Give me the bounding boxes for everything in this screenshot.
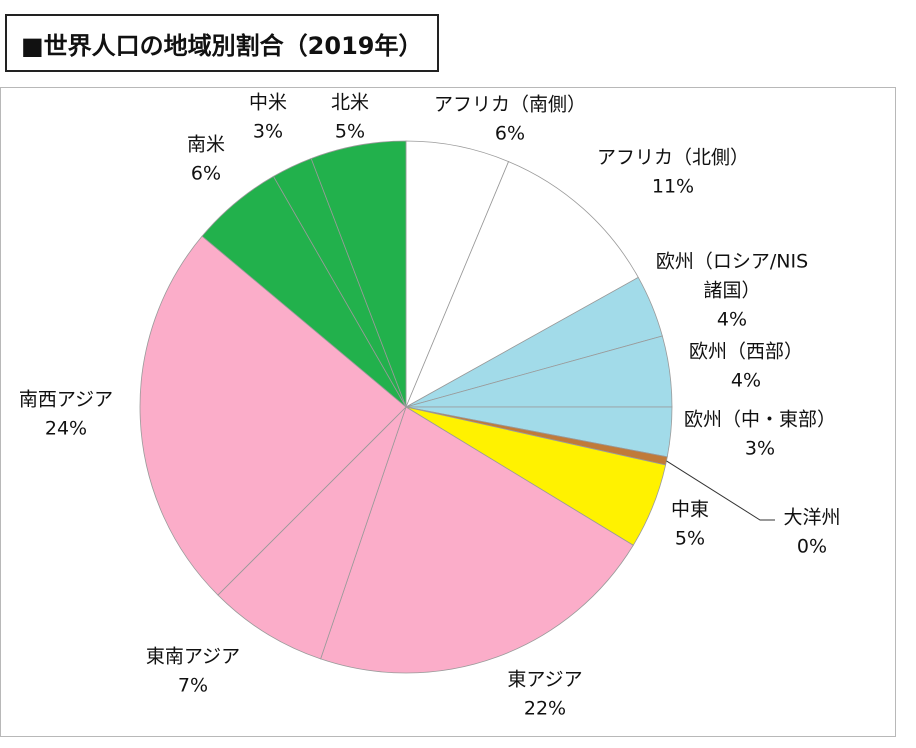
pie-slice-7 <box>320 406 634 674</box>
pie-slice-1 <box>405 161 639 408</box>
pie-slice-9 <box>139 235 407 596</box>
slice-name-label: 南西アジア <box>19 389 113 411</box>
pie-slices <box>139 140 673 674</box>
slice-value-label: 7% <box>178 675 208 697</box>
slice-value-label: 11% <box>652 176 694 198</box>
slice-name-label: 欧州（西部） <box>689 341 803 363</box>
slice-value-label: 6% <box>191 163 221 185</box>
slice-name-label: 中米 <box>249 92 287 114</box>
slice-name-label: 欧州（中・東部） <box>684 409 836 431</box>
pie-slice-12 <box>310 140 407 408</box>
slice-value-label: 24% <box>45 418 87 440</box>
slice-name-label: 東南アジア <box>146 646 240 668</box>
slice-value-label: 3% <box>253 121 283 143</box>
leader-line-oceania <box>666 460 775 521</box>
slice-value-label: 0% <box>797 536 827 558</box>
chart-title: ■世界人口の地域別割合（2019年） <box>5 14 439 72</box>
slice-name-label: 東アジア <box>507 669 582 691</box>
slice-value-label: 5% <box>675 528 705 550</box>
slice-value-label: 5% <box>335 121 365 143</box>
slice-name-label: アフリカ（南側） <box>434 94 586 116</box>
slice-value-label: 6% <box>495 123 525 145</box>
slice-name-label: 南米 <box>187 134 225 156</box>
chart-area <box>0 87 896 737</box>
slice-value-label: 3% <box>745 438 775 460</box>
slice-value-label: 4% <box>717 309 747 331</box>
slice-name-label: 中東 <box>671 499 709 521</box>
slice-name-label: 諸国） <box>703 280 760 302</box>
slice-name-label: アフリカ（北側） <box>597 147 749 169</box>
slice-name-label: 北米 <box>331 92 369 114</box>
slice-labels: アフリカ（南側） 6% アフリカ（北側） 11% 欧州（ロシア/NIS 諸国） 4% 欧州（西… <box>19 92 841 720</box>
slice-name-label: 大洋州 <box>783 507 840 529</box>
pie-slice-8 <box>217 406 407 660</box>
slice-value-label: 4% <box>731 370 761 392</box>
leader-lines <box>666 460 775 521</box>
slice-value-label: 22% <box>524 698 566 720</box>
slice-name-label: 欧州（ロシア/NIS <box>656 251 808 273</box>
